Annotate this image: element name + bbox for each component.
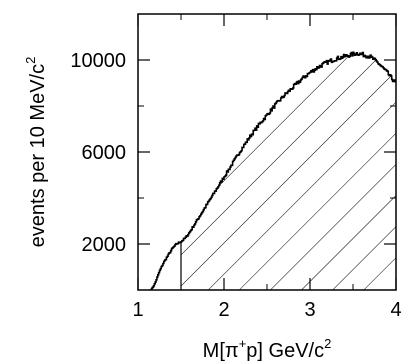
x-tick-label: 3 [304,299,315,321]
y-tick-label: 6000 [82,142,127,164]
y-axis-title: events per 10 MeV/c2 [23,57,49,248]
axis-ticks [137,14,397,290]
histogram-line [150,51,396,290]
y-tick-label: 10000 [70,50,126,72]
x-tick-label: 4 [390,299,401,321]
x-tick-label: 1 [132,299,143,321]
x-tick-label: 2 [218,299,229,321]
hatched-region [180,52,396,290]
y-tick-label: 2000 [82,234,127,256]
histogram-series [150,51,396,290]
x-axis-title: M[π+p] GeV/c2 [203,336,332,362]
x-tick-labels: 1 2 3 4 [132,299,401,321]
hatched-area [181,52,396,290]
y-tick-labels: 2000 6000 10000 [70,50,126,256]
